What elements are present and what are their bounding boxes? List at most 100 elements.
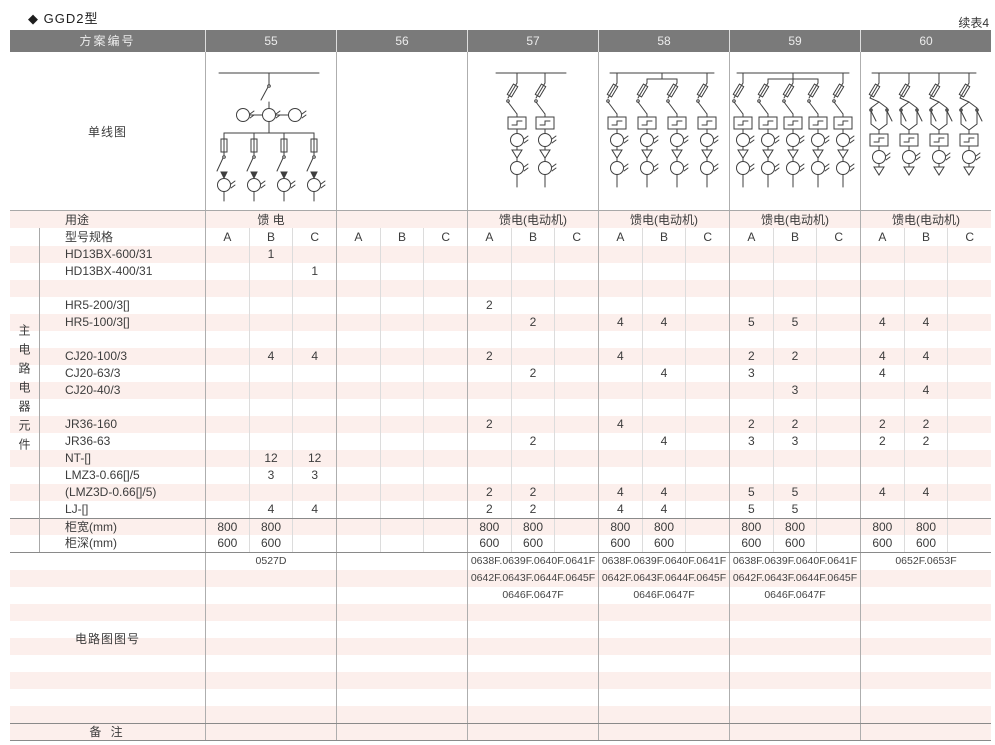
value-cell-57-B — [510, 416, 555, 433]
value-cell-60-C — [947, 280, 991, 297]
value-cell-60-B — [903, 297, 948, 314]
value-cell-59-C — [816, 365, 860, 382]
value-cell-58-C — [685, 246, 729, 263]
value-cell-58-B — [641, 280, 686, 297]
value-cell-59-A — [730, 246, 773, 263]
value-cell-56-C — [423, 246, 467, 263]
col-58-group — [598, 382, 729, 399]
col-56-group — [336, 314, 467, 331]
col-56-group — [336, 280, 467, 297]
value-cell-56-C — [423, 399, 467, 416]
value-cell-57-C — [554, 501, 598, 518]
value-cell-59-A: 3 — [747, 434, 755, 448]
value-cell-60-B — [903, 365, 948, 382]
value-cell-55-A — [206, 433, 249, 450]
value-cell-57-A: 2 — [485, 298, 493, 312]
value-cell-56-C — [423, 263, 467, 280]
value-cell-57-B — [510, 331, 555, 348]
value-cell-57-B: 2 — [510, 433, 555, 450]
col-55-group — [205, 382, 336, 399]
circuit-number-row: 0646F.0647F 0646F.0647F 0646F.0647F — [10, 587, 991, 604]
value-cell-56-B — [379, 467, 424, 484]
value-cell-59-A — [730, 331, 773, 348]
circuit-number-57 — [467, 655, 598, 672]
value-cell-57-B: 2 — [510, 501, 555, 518]
value-cell-56-B — [379, 263, 424, 280]
value-cell-55-C — [292, 382, 336, 399]
col-58-group — [598, 263, 729, 280]
value-cell-57-C — [554, 535, 598, 552]
value-cell-59-C — [816, 484, 860, 501]
circuit-number-59 — [729, 621, 860, 638]
value-cell-55-B: 800 — [248, 519, 293, 535]
value-cell-60-B — [903, 246, 948, 263]
col-56-group — [336, 416, 467, 433]
col-56-group — [336, 399, 467, 416]
component-row: JR36-63 2 4 3 3 2 2 — [10, 433, 991, 450]
value-cell-59-B: 3 — [772, 382, 817, 399]
value-cell-57-A — [468, 382, 511, 399]
value-cell-56-A — [337, 399, 380, 416]
col-56-group — [336, 246, 467, 263]
value-cell-55-C — [292, 246, 336, 263]
col-57-group — [467, 331, 598, 348]
col-55-group — [205, 365, 336, 382]
value-cell-57-B — [510, 450, 555, 467]
col-56-group — [336, 501, 467, 518]
value-cell-59-B: 800 — [772, 519, 817, 535]
component-row: LJ-[] 4 4 2 2 4 4 5 5 — [10, 501, 991, 518]
value-cell-56-C — [423, 382, 467, 399]
value-cell-57-A — [468, 433, 511, 450]
value-cell-58-B: 4 — [641, 314, 686, 331]
value-cell-58-B: 4 — [641, 501, 686, 518]
circuit-number-58: 0638F.0639F.0640F.0641F — [598, 553, 729, 570]
col-58-group — [598, 331, 729, 348]
value-cell-58-A — [599, 467, 642, 484]
circuit-number-58 — [598, 689, 729, 706]
value-cell-60-B: 4 — [903, 314, 948, 331]
circuit-number-56 — [336, 672, 467, 689]
usage-value-58: 馈电(电动机) — [598, 211, 729, 228]
value-cell-56-C — [423, 501, 467, 518]
value-cell-59-B — [772, 365, 817, 382]
value-cell-59-B — [772, 280, 817, 297]
circuit-number-55: 0527D — [205, 553, 336, 570]
value-cell-55-A — [206, 467, 249, 484]
single-line-diagram-56 — [336, 52, 467, 210]
value-cell-55-A — [206, 501, 249, 518]
circuit-number-57 — [467, 672, 598, 689]
circuit-number-57: 0642F.0643F.0644F.0645F — [467, 570, 598, 587]
value-cell-55-C — [292, 416, 336, 433]
usage-value-59: 馈电(电动机) — [729, 211, 860, 228]
value-cell-59-A — [730, 467, 773, 484]
col-56-group — [336, 263, 467, 280]
value-cell-57-A: 2 — [485, 502, 493, 516]
col-58-group: 4 — [598, 348, 729, 365]
value-cell-58-A — [599, 280, 642, 297]
value-cell-59-B: 5 — [772, 501, 817, 518]
component-label: CJ20-100/3 — [65, 349, 128, 363]
circuit-number-row — [10, 689, 991, 706]
value-cell-57-B — [510, 399, 555, 416]
value-cell-59-C — [816, 331, 860, 348]
value-cell-60-B — [903, 280, 948, 297]
value-cell-55-C — [292, 331, 336, 348]
value-cell-58-A — [599, 382, 642, 399]
col-57-group — [467, 382, 598, 399]
col-56-group — [336, 382, 467, 399]
value-cell-56-B — [379, 246, 424, 263]
value-cell-59-B — [772, 399, 817, 416]
circuit-number-58 — [598, 706, 729, 723]
single-line-diagram-58 — [598, 52, 729, 210]
circuit-number-56 — [336, 655, 467, 672]
value-cell-57-B: 600 — [510, 535, 555, 552]
circuit-number-60 — [860, 570, 991, 587]
circuit-number-56 — [336, 587, 467, 604]
value-cell-58-A: 4 — [616, 485, 624, 499]
col-57-group — [467, 467, 598, 484]
